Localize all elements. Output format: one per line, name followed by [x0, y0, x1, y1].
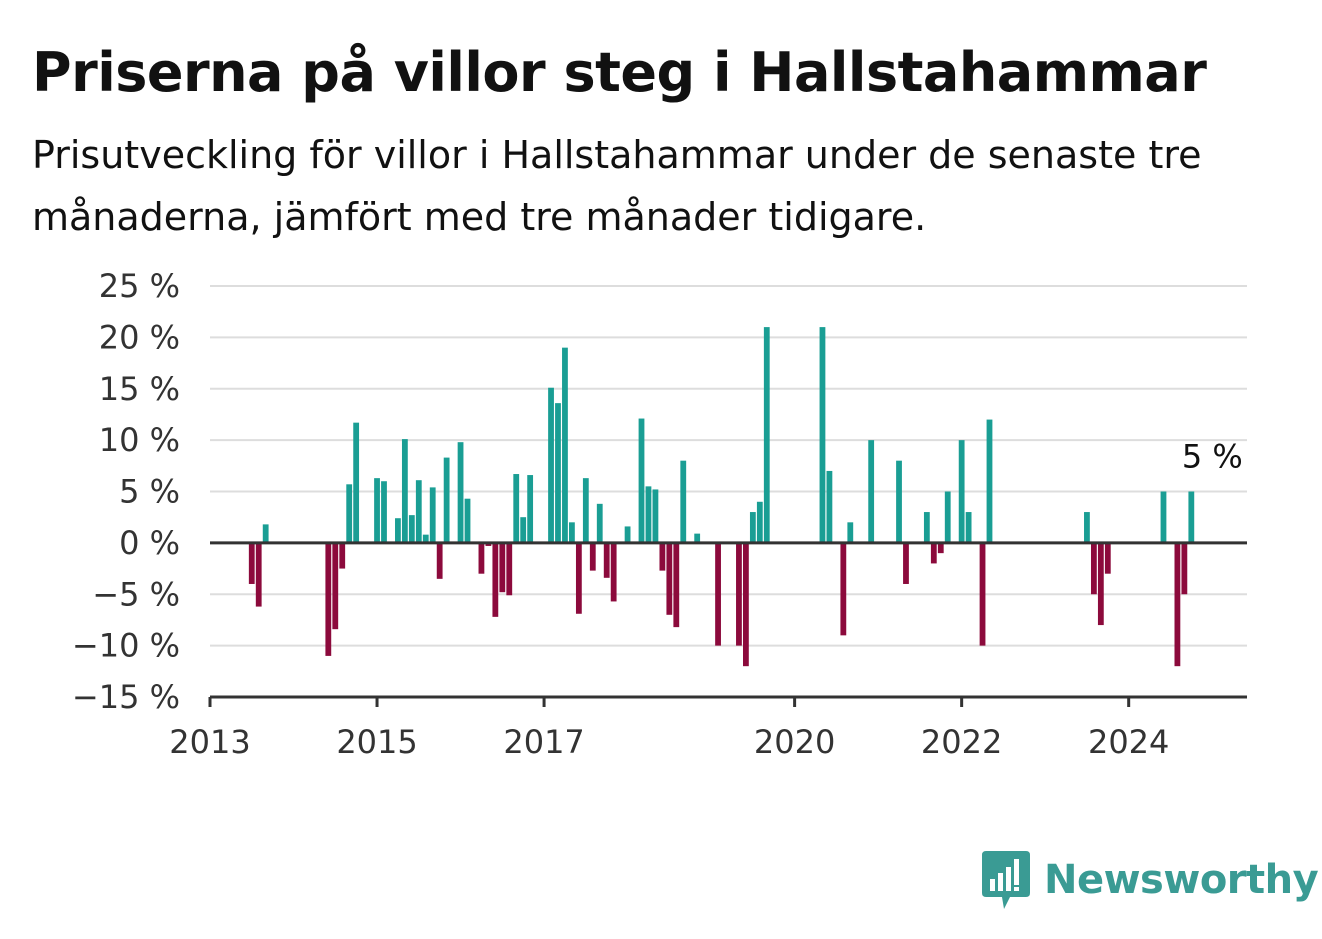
y-tick-label: 10 % [99, 421, 180, 459]
bar [401, 439, 408, 543]
bar [381, 481, 387, 543]
chart-title: Priserna på villor steg i Hallstahammar [32, 41, 1207, 104]
bar [499, 542, 506, 593]
bar [680, 460, 687, 543]
bar [436, 542, 443, 579]
bar [1084, 512, 1090, 543]
bar [937, 542, 944, 554]
bar [255, 542, 262, 607]
y-tick-label: −15 % [72, 678, 180, 716]
bar [930, 542, 937, 564]
bar [986, 419, 993, 543]
bar [1174, 542, 1181, 667]
bar [478, 542, 485, 574]
bar [742, 542, 749, 667]
bar [749, 512, 756, 543]
bar [603, 542, 610, 578]
bar [840, 542, 847, 636]
y-tick-label: 25 % [99, 267, 180, 305]
bar [248, 542, 255, 584]
bar [262, 524, 269, 543]
bar [429, 487, 436, 543]
bar [1188, 491, 1195, 543]
bar [673, 542, 680, 628]
y-tick-label: 0 % [119, 524, 180, 562]
bar [979, 542, 986, 646]
bar [624, 526, 631, 543]
bar [353, 422, 360, 543]
x-tick-label: 2017 [503, 723, 584, 761]
bar [443, 457, 450, 543]
bar [659, 542, 666, 571]
x-tick-label: 2020 [754, 723, 835, 761]
bar [422, 534, 429, 543]
bar [715, 542, 721, 646]
bar [694, 533, 701, 543]
bar [596, 503, 603, 543]
y-tick-label: 20 % [99, 318, 180, 356]
y-tick-label: −5 % [92, 575, 180, 613]
bar [756, 501, 763, 543]
bar [555, 403, 561, 543]
bar [958, 440, 965, 543]
bar [819, 327, 826, 543]
bar [339, 542, 346, 569]
bar [506, 542, 513, 596]
x-tick-label: 2013 [169, 723, 250, 761]
bar [408, 515, 415, 543]
newsworthy-logo: Newsworthy [980, 848, 1319, 912]
y-tick-label: 5 % [119, 473, 180, 511]
bar [589, 542, 596, 571]
bar [652, 489, 659, 543]
bar [527, 475, 534, 543]
y-tick-label: −10 % [72, 627, 180, 665]
bar [1090, 542, 1097, 595]
x-tick-label: 2015 [336, 723, 417, 761]
bar [548, 387, 554, 543]
bar [903, 542, 909, 584]
bar [513, 474, 520, 543]
bar [1160, 491, 1167, 543]
bar [666, 542, 673, 615]
x-tick-label: 2022 [921, 723, 1002, 761]
bar [485, 542, 492, 546]
bar [1097, 542, 1104, 626]
bar [944, 491, 951, 543]
bar [582, 478, 589, 543]
bar [332, 542, 339, 630]
bar [1181, 542, 1188, 595]
bar [457, 442, 464, 543]
chart-subtitle: Prisutveckling för villor i Hallstahamma… [32, 133, 1202, 239]
newsworthy-logo-icon [982, 851, 1030, 909]
bar [464, 498, 471, 543]
bar [346, 484, 353, 543]
bar [763, 327, 770, 543]
bar [645, 486, 652, 543]
bar [868, 440, 875, 543]
bar [374, 478, 380, 543]
bar [569, 522, 575, 543]
brand-name: Newsworthy [1044, 857, 1319, 903]
bar [638, 418, 645, 543]
bar [562, 347, 568, 543]
bar [325, 542, 332, 656]
x-tick-label: 2024 [1088, 723, 1169, 761]
bar [492, 542, 499, 617]
bar [520, 517, 527, 543]
bar [847, 522, 854, 543]
y-tick-label: 15 % [99, 370, 180, 408]
bar-chart: 25 % 20 % 15 % 10 % 5 % 0 % −5 % −10 % −15 % 2013… [72, 267, 1247, 761]
bar [415, 480, 422, 543]
bar [1104, 542, 1111, 574]
last-value-label: 5 % [1182, 438, 1243, 476]
bar [395, 518, 401, 543]
bar [736, 542, 742, 646]
bar [826, 470, 833, 543]
bar [923, 512, 930, 543]
bar [610, 542, 617, 602]
bar [965, 512, 972, 543]
bar [896, 460, 902, 543]
bar [575, 542, 582, 614]
